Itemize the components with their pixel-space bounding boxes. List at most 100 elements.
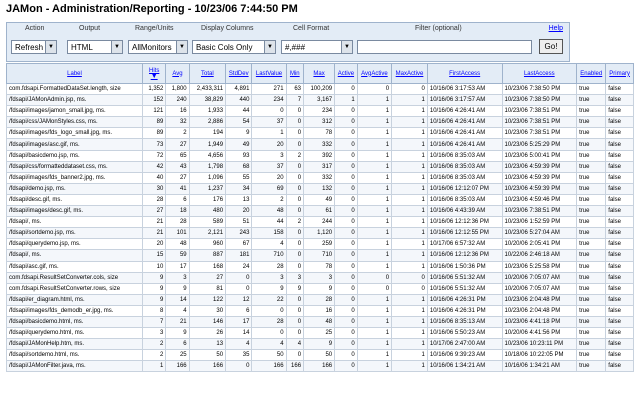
cell-total: 122 xyxy=(188,293,227,306)
cell-lastaccess: 10/23/06 4:59:39 PM xyxy=(501,160,578,173)
cell-min: 0 xyxy=(285,327,305,340)
cell-max: 332 xyxy=(303,171,336,184)
cell-maxactive: 0 xyxy=(391,271,428,284)
cell-stddev: 34 xyxy=(225,182,253,195)
cell-maxactive: 1 xyxy=(391,182,428,195)
filter-header: Filter (optional) xyxy=(415,25,462,32)
cell-hits: 89 xyxy=(142,127,167,140)
cell-maxactive: 1 xyxy=(391,249,428,262)
cell-avgactive: 1 xyxy=(356,149,393,162)
table-row: /fdsapi/JAMonHelp.htm, ms. 2 6 13 4 4 4 9 0 1 1 10/… xyxy=(5,338,634,351)
cell-lastvalue: 4 xyxy=(251,338,287,351)
cell-max: 3,167 xyxy=(303,94,336,107)
column-header-total[interactable]: Total xyxy=(188,63,227,84)
cell-min: 166 xyxy=(285,360,305,373)
range-select[interactable]: AllMonitors ▼ xyxy=(128,40,188,54)
range-header: Range/Units xyxy=(135,25,174,32)
cell-avgactive: 1 xyxy=(356,360,393,373)
column-header-min[interactable]: Min xyxy=(285,63,305,84)
cell-lastvalue: 28 xyxy=(251,315,287,329)
column-header-hits[interactable]: Hits ▼ xyxy=(142,63,167,84)
cell-avg: 27 xyxy=(165,171,190,184)
action-select[interactable]: Refresh ▼ xyxy=(11,40,57,54)
cell-lastvalue: 0 xyxy=(251,327,287,340)
cell-firstaccess: 10/16/06 4:43:39 AM xyxy=(426,205,503,218)
cell-min: 0 xyxy=(285,315,305,329)
column-header-avg[interactable]: Avg xyxy=(165,63,190,84)
column-header-label[interactable]: Label xyxy=(5,63,144,84)
cell-stddev: 0 xyxy=(225,271,253,284)
cell-total: 887 xyxy=(188,249,227,262)
cell-lastaccess: 10/16/06 1:34:21 AM xyxy=(501,360,578,373)
cell-active: 0 xyxy=(334,349,358,362)
cell-format-select[interactable]: #,### ▼ xyxy=(281,40,353,54)
cell-lastvalue: 710 xyxy=(251,249,287,262)
cell-avg: 166 xyxy=(165,360,190,373)
cell-avg: 27 xyxy=(165,138,190,151)
cell-lastaccess: 10/23/06 1:52:59 PM xyxy=(501,216,578,229)
column-header-primary[interactable]: Primary xyxy=(605,63,634,84)
cell-label: /fdsapi/querydemo.jsp, ms. xyxy=(5,238,144,251)
cell-maxactive: 1 xyxy=(391,127,428,140)
cell-enabled: true xyxy=(576,82,607,96)
cell-lastaccess: 10/23/06 4:59:39 PM xyxy=(501,182,578,195)
cell-lastvalue: 37 xyxy=(251,160,287,173)
column-header-active[interactable]: Active xyxy=(334,63,358,84)
cell-firstaccess: 10/16/06 9:39:23 AM xyxy=(426,349,503,362)
cell-hits: 72 xyxy=(142,149,167,162)
cell-total: 4,656 xyxy=(188,149,227,162)
cell-stddev: 35 xyxy=(225,349,253,362)
cell-stddev: 440 xyxy=(225,94,253,107)
cell-max: 312 xyxy=(303,116,336,129)
cell-avg: 16 xyxy=(165,105,190,118)
cell-lastvalue: 0 xyxy=(251,304,287,317)
cell-firstaccess: 10/16/06 4:26:31 PM xyxy=(426,293,503,306)
cell-primary: false xyxy=(605,149,634,162)
cell-maxactive: 1 xyxy=(391,171,428,184)
column-header-max[interactable]: Max xyxy=(303,63,336,84)
cell-hits: 15 xyxy=(142,249,167,262)
cell-total: 176 xyxy=(188,193,227,207)
column-header-lastvalue[interactable]: LastValue xyxy=(251,63,287,84)
column-header-firstaccess[interactable]: FirstAccess xyxy=(426,63,503,84)
cell-avgactive: 1 xyxy=(356,227,393,240)
cell-maxactive: 1 xyxy=(391,160,428,173)
column-header-lastaccess[interactable]: LastAccess xyxy=(501,63,578,84)
cell-lastvalue: 166 xyxy=(251,360,287,373)
column-header-avgactive[interactable]: AvgActive xyxy=(356,63,393,84)
column-header-maxactive[interactable]: MaxActive xyxy=(391,63,428,84)
cell-stddev: 13 xyxy=(225,193,253,207)
table-row: /fdsapi/images/fds_logo_small.jpg, ms. 89… xyxy=(5,127,634,140)
cell-avgactive: 1 xyxy=(356,105,393,118)
cell-min: 7 xyxy=(285,94,305,107)
filter-input[interactable] xyxy=(357,40,532,54)
table-row: /fdsapi/css/formatteddataset.css, ms. 42 4… xyxy=(5,160,634,173)
cell-enabled: true xyxy=(576,193,607,207)
output-select[interactable]: HTML ▼ xyxy=(67,40,123,54)
column-header-enabled[interactable]: Enabled xyxy=(576,63,607,84)
cell-avg: 28 xyxy=(165,216,190,229)
cell-primary: false xyxy=(605,338,634,351)
table-row: /fdsapi/, ms. 15 59 887 181 710 0 710 0 1 1 10/16/0… xyxy=(5,249,634,262)
column-header-stddev[interactable]: StdDev xyxy=(225,63,253,84)
cell-primary: false xyxy=(605,160,634,173)
cell-label: /fdsapi/sortdemo.html, ms. xyxy=(5,349,144,362)
cell-avgactive: 0 xyxy=(356,271,393,284)
cell-firstaccess: 10/16/06 5:51:32 AM xyxy=(426,282,503,295)
cell-firstaccess: 10/16/06 8:35:03 AM xyxy=(426,171,503,184)
cell-enabled: true xyxy=(576,360,607,373)
cell-firstaccess: 10/16/06 8:35:13 AM xyxy=(426,315,503,329)
display-columns-select[interactable]: Basic Cols Only ▼ xyxy=(192,40,276,54)
cell-primary: false xyxy=(605,293,634,306)
go-button[interactable]: Go! xyxy=(539,39,563,54)
cell-active: 0 xyxy=(334,205,358,218)
cell-firstaccess: 10/16/06 8:35:03 AM xyxy=(426,149,503,162)
cell-lastvalue: 28 xyxy=(251,260,287,273)
cell-maxactive: 1 xyxy=(391,149,428,162)
cell-label: /fdsapi/querydemo.html, ms. xyxy=(5,327,144,340)
table-row: /fdsapi/sortdemo.jsp, ms. 21 101 2,121 243 15… xyxy=(5,227,634,240)
help-link[interactable]: Help xyxy=(548,25,563,32)
cell-avg: 6 xyxy=(165,338,190,351)
cell-hits: 9 xyxy=(142,293,167,306)
cell-total: 166 xyxy=(188,360,227,373)
